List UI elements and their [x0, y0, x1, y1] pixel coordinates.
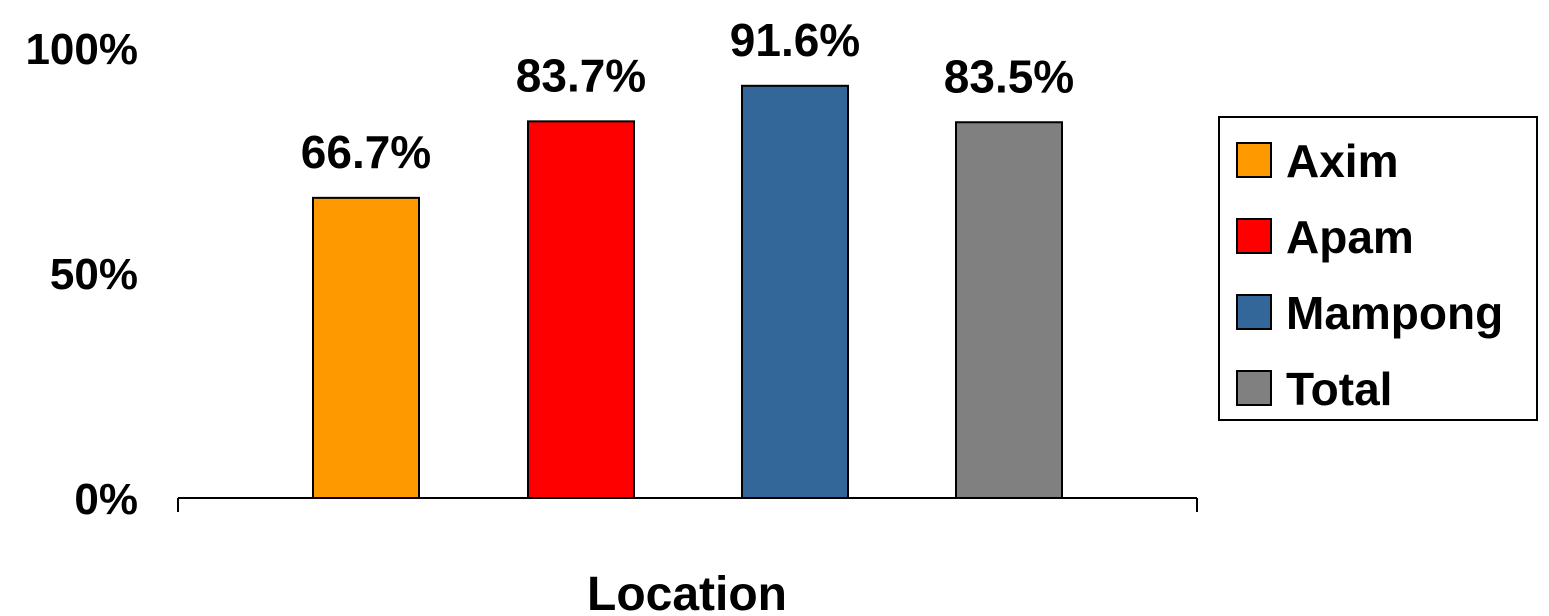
legend-swatch-apam: [1236, 218, 1272, 254]
legend-swatch-total: [1236, 370, 1272, 406]
legend-label-mampong: Mampong: [1286, 287, 1503, 339]
bar-total: [955, 121, 1063, 499]
bars: [312, 84, 1063, 500]
data-label-total: 83.5%: [944, 50, 1074, 102]
data-label-axim: 66.7%: [301, 126, 431, 178]
data-label-apam: 83.7%: [516, 49, 646, 101]
y-tick-label: 100%: [25, 25, 138, 74]
legend-label-axim: Axim: [1286, 135, 1398, 187]
bar-axim: [312, 196, 420, 499]
bar-mampong: [741, 84, 849, 500]
legend-label-total: Total: [1286, 363, 1392, 415]
y-tick-label: 50%: [50, 250, 138, 299]
data-label-mampong: 91.6%: [730, 14, 860, 66]
data-labels: 66.7% 83.7% 91.6% 83.5%: [301, 14, 1074, 178]
bar-apam: [527, 120, 635, 499]
legend-swatch-mampong: [1236, 294, 1272, 330]
legend-swatch-axim: [1236, 142, 1272, 178]
y-tick-label: 0%: [74, 475, 138, 524]
legend-label-apam: Apam: [1286, 211, 1414, 263]
y-axis-ticks: 0% 50% 100%: [25, 25, 138, 524]
legend-items: Axim Apam Mampong Total: [1236, 135, 1503, 415]
x-axis-label: Location: [587, 568, 787, 616]
legend: Axim Apam Mampong Total: [1218, 116, 1538, 421]
